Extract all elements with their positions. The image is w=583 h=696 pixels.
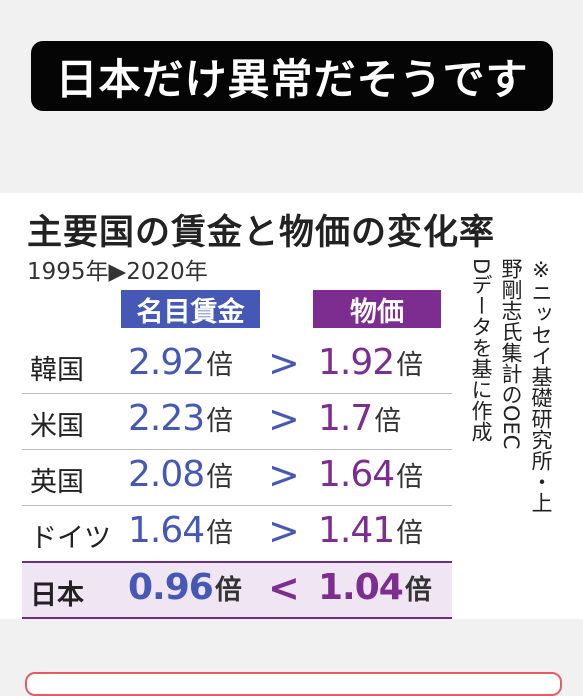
table-row: ドイツ 1.64倍 > 1.41倍 <box>22 505 452 561</box>
country-label: 日本 <box>30 580 84 611</box>
unit-label: 倍 <box>214 575 242 606</box>
unit-label: 倍 <box>206 406 234 437</box>
table-row: 米国 2.23倍 > 1.7倍 <box>22 393 452 449</box>
table-row: 英国 2.08倍 > 1.64倍 <box>22 449 452 505</box>
wage-value: 2.08倍 <box>128 454 234 495</box>
header-nominal-wage: 名目賃金 <box>121 290 260 328</box>
country-label: 韓国 <box>30 355 84 386</box>
comparison-sign: < <box>268 566 300 610</box>
unit-label: 倍 <box>206 462 234 493</box>
wage-value: 0.96倍 <box>128 567 242 608</box>
wage-value: 2.23倍 <box>128 398 234 439</box>
unit-label: 倍 <box>206 518 234 549</box>
price-value: 1.7倍 <box>318 398 402 439</box>
comparison-sign: > <box>268 509 300 553</box>
caption-banner: 日本だけ異常だそうです <box>31 41 553 111</box>
chart-card <box>0 193 583 619</box>
period-label: 1995年▶2020年 <box>27 259 208 285</box>
price-value: 1.64倍 <box>318 454 424 495</box>
table-row: 韓国 2.92倍 > 1.92倍 <box>22 338 452 393</box>
unit-label: 倍 <box>396 350 424 381</box>
comparison-table: 韓国 2.92倍 > 1.92倍 米国 2.23倍 > 1.7倍 英国 2.08… <box>22 338 452 619</box>
source-note-line: 野剛志氏集計のOEC <box>499 258 523 450</box>
price-value: 1.92倍 <box>318 342 424 383</box>
table-row-highlighted: 日本 0.96倍 < 1.04倍 <box>22 561 452 619</box>
source-note-line: Dデータを基に作成 <box>469 258 493 443</box>
unit-label: 倍 <box>206 350 234 381</box>
caption-text: 日本だけ異常だそうです <box>55 54 529 104</box>
source-note-line: ※ニッセイ基礎研究所・上 <box>529 258 553 513</box>
next-card-edge <box>25 672 562 696</box>
comparison-sign: > <box>268 453 300 497</box>
price-value: 1.04倍 <box>318 567 432 608</box>
wage-value: 1.64倍 <box>128 510 234 551</box>
wage-value: 2.92倍 <box>128 342 234 383</box>
unit-label: 倍 <box>374 406 402 437</box>
header-prices: 物価 <box>313 290 441 328</box>
country-label: 英国 <box>30 467 84 498</box>
country-label: 米国 <box>30 411 84 442</box>
chart-title: 主要国の賃金と物価の変化率 <box>27 213 496 253</box>
comparison-sign: > <box>268 397 300 441</box>
price-value: 1.41倍 <box>318 510 424 551</box>
country-label: ドイツ <box>30 523 111 554</box>
unit-label: 倍 <box>396 462 424 493</box>
unit-label: 倍 <box>404 575 432 606</box>
comparison-sign: > <box>268 341 300 385</box>
unit-label: 倍 <box>396 518 424 549</box>
